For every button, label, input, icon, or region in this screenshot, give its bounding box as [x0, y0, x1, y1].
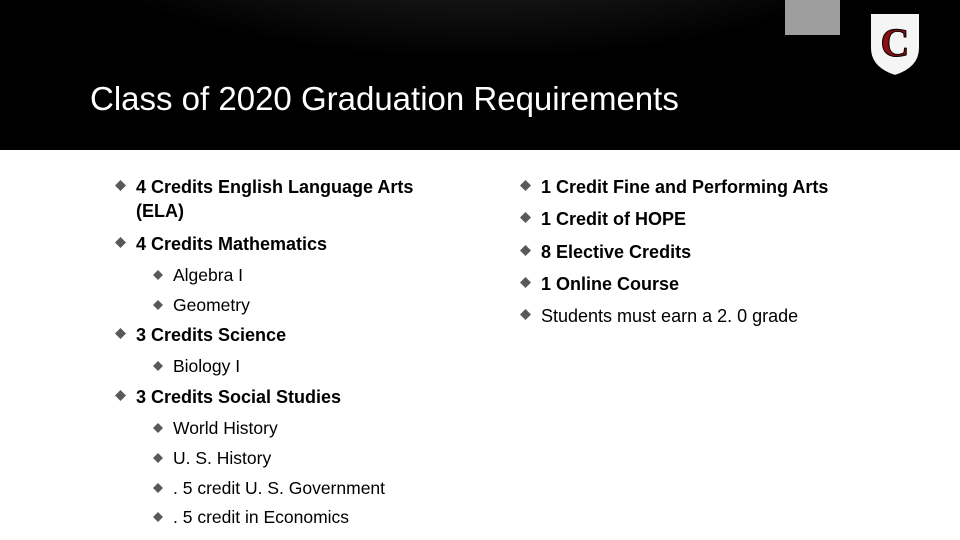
header-bar: C Class of 2020 Graduation Requirements [0, 0, 960, 150]
content-area: 4 Credits English Language Arts (ELA) 4 C… [0, 175, 960, 536]
svg-text:C: C [881, 20, 910, 65]
diamond-bullet-icon [115, 237, 126, 248]
list-item-text: Biology I [173, 355, 455, 379]
right-column: 1 Credit Fine and Performing Arts 1 Credi… [495, 175, 860, 536]
gray-tab-decor [785, 0, 840, 35]
diamond-bullet-icon [520, 245, 531, 256]
list-item: 3 Credits Science [115, 323, 455, 347]
diamond-bullet-icon [153, 270, 163, 280]
list-item-text: 4 Credits Mathematics [136, 232, 455, 256]
list-item: 4 Credits English Language Arts (ELA) [115, 175, 455, 224]
page-title: Class of 2020 Graduation Requirements [90, 80, 679, 118]
list-item-text: 1 Credit Fine and Performing Arts [541, 175, 860, 199]
list-item-text: 4 Credits English Language Arts (ELA) [136, 175, 455, 224]
diamond-bullet-icon [115, 180, 126, 191]
sub-list-item: U. S. History [153, 447, 455, 471]
diamond-bullet-icon [115, 390, 126, 401]
list-item-text: Algebra I [173, 264, 455, 288]
list-item-text: Geometry [173, 294, 455, 318]
diamond-bullet-icon [520, 180, 531, 191]
sub-list-item: Biology I [153, 355, 455, 379]
sub-list-item: World History [153, 417, 455, 441]
diamond-bullet-icon [520, 309, 531, 320]
list-item-text: 8 Elective Credits [541, 240, 860, 264]
list-item-text: Students must earn a 2. 0 grade [541, 304, 860, 328]
sub-list-item: Algebra I [153, 264, 455, 288]
diamond-bullet-icon [115, 328, 126, 339]
list-item-text: . 5 credit in Economics [173, 506, 455, 530]
list-item: Students must earn a 2. 0 grade [520, 304, 860, 328]
left-column: 4 Credits English Language Arts (ELA) 4 C… [115, 175, 495, 536]
list-item-text: . 5 credit U. S. Government [173, 477, 455, 501]
list-item-text: U. S. History [173, 447, 455, 471]
diamond-bullet-icon [153, 361, 163, 371]
list-item: 3 Credits Social Studies [115, 385, 455, 409]
sub-list-item: Geometry [153, 294, 455, 318]
diamond-bullet-icon [153, 483, 163, 493]
diamond-bullet-icon [153, 512, 163, 522]
school-logo: C [865, 8, 925, 78]
list-item-text: 1 Online Course [541, 272, 860, 296]
sub-list-item: . 5 credit U. S. Government [153, 477, 455, 501]
diamond-bullet-icon [520, 277, 531, 288]
list-item: 1 Online Course [520, 272, 860, 296]
sub-list-item: . 5 credit in Economics [153, 506, 455, 530]
diamond-bullet-icon [520, 212, 531, 223]
shield-icon: C [865, 8, 925, 78]
list-item-text: 3 Credits Science [136, 323, 455, 347]
list-item: 4 Credits Mathematics [115, 232, 455, 256]
diamond-bullet-icon [153, 300, 163, 310]
diamond-bullet-icon [153, 423, 163, 433]
list-item: 8 Elective Credits [520, 240, 860, 264]
list-item: 1 Credit of HOPE [520, 207, 860, 231]
list-item-text: World History [173, 417, 455, 441]
list-item-text: 3 Credits Social Studies [136, 385, 455, 409]
list-item-text: 1 Credit of HOPE [541, 207, 860, 231]
diamond-bullet-icon [153, 453, 163, 463]
list-item: 1 Credit Fine and Performing Arts [520, 175, 860, 199]
